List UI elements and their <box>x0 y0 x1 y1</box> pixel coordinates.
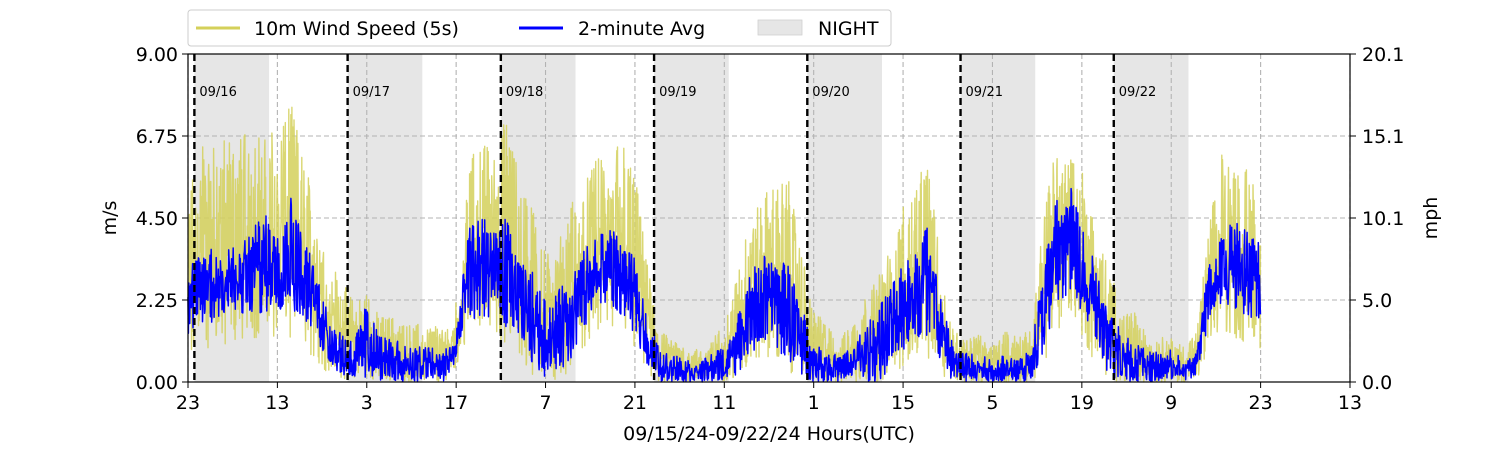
legend-swatch-night <box>757 19 803 36</box>
y-tick-label-right: 20.1 <box>1362 44 1404 66</box>
y-tick-label-left: 9.00 <box>136 44 178 66</box>
y-tick-label-right: 5.0 <box>1362 290 1392 312</box>
x-tick-label: 19 <box>1070 392 1094 414</box>
legend-label-2min-avg: 2-minute Avg <box>578 18 705 40</box>
x-tick-label: 23 <box>176 392 200 414</box>
y-tick-label-left: 0.00 <box>136 372 178 394</box>
day-marker-layer: 09/16 09/17 09/18 09/19 09/20 09/21 09/22 <box>193 54 1156 382</box>
legend: 10m Wind Speed (5s) 2-minute Avg NIGHT <box>187 9 892 47</box>
day-marker-label: 09/17 <box>353 85 390 100</box>
day-marker-label: 09/16 <box>199 85 236 100</box>
legend-label-wind-speed: 10m Wind Speed (5s) <box>254 18 459 40</box>
y-tick-label-left: 2.25 <box>136 290 178 312</box>
day-marker-label: 09/18 <box>506 85 543 100</box>
day-marker-label: 09/20 <box>812 85 849 100</box>
x-tick-label: 17 <box>444 392 468 414</box>
x-tick-label: 21 <box>623 392 647 414</box>
x-axis-label: 09/15/24-09/22/24 Hours(UTC) <box>623 423 915 445</box>
x-tick-label: 13 <box>1338 392 1362 414</box>
x-tick-label: 1 <box>808 392 820 414</box>
day-marker-label: 09/21 <box>966 85 1003 100</box>
x-tick-label: 13 <box>265 392 289 414</box>
series-line-2min-avg <box>187 187 1262 383</box>
series-layer <box>187 106 1262 383</box>
y-axis-label-right: mph <box>1420 197 1442 240</box>
y-tick-label-left: 4.50 <box>136 208 178 230</box>
x-tick-label: 9 <box>1165 392 1177 414</box>
x-tick-label: 15 <box>891 392 915 414</box>
x-tick-label: 5 <box>986 392 998 414</box>
y-tick-label-left: 6.75 <box>136 126 178 148</box>
y-tick-label-right: 15.1 <box>1362 126 1404 148</box>
x-tick-label: 3 <box>361 392 373 414</box>
day-marker-label: 09/22 <box>1119 85 1156 100</box>
legend-label-night: NIGHT <box>818 18 879 40</box>
y-axis-label-left: m/s <box>99 201 121 236</box>
x-tick-label: 11 <box>712 392 736 414</box>
y-tick-label-right: 10.1 <box>1362 208 1404 230</box>
x-tick-label: 23 <box>1249 392 1273 414</box>
axis-layer: 23 13 3 17 7 21 11 1 15 5 19 9 23 130.00 0.02.25 5.04.5… <box>136 44 1405 414</box>
day-marker-label: 09/19 <box>659 85 696 100</box>
x-tick-label: 7 <box>539 392 551 414</box>
series-line-wind-speed <box>187 106 1262 383</box>
y-tick-label-right: 0.0 <box>1362 372 1392 394</box>
